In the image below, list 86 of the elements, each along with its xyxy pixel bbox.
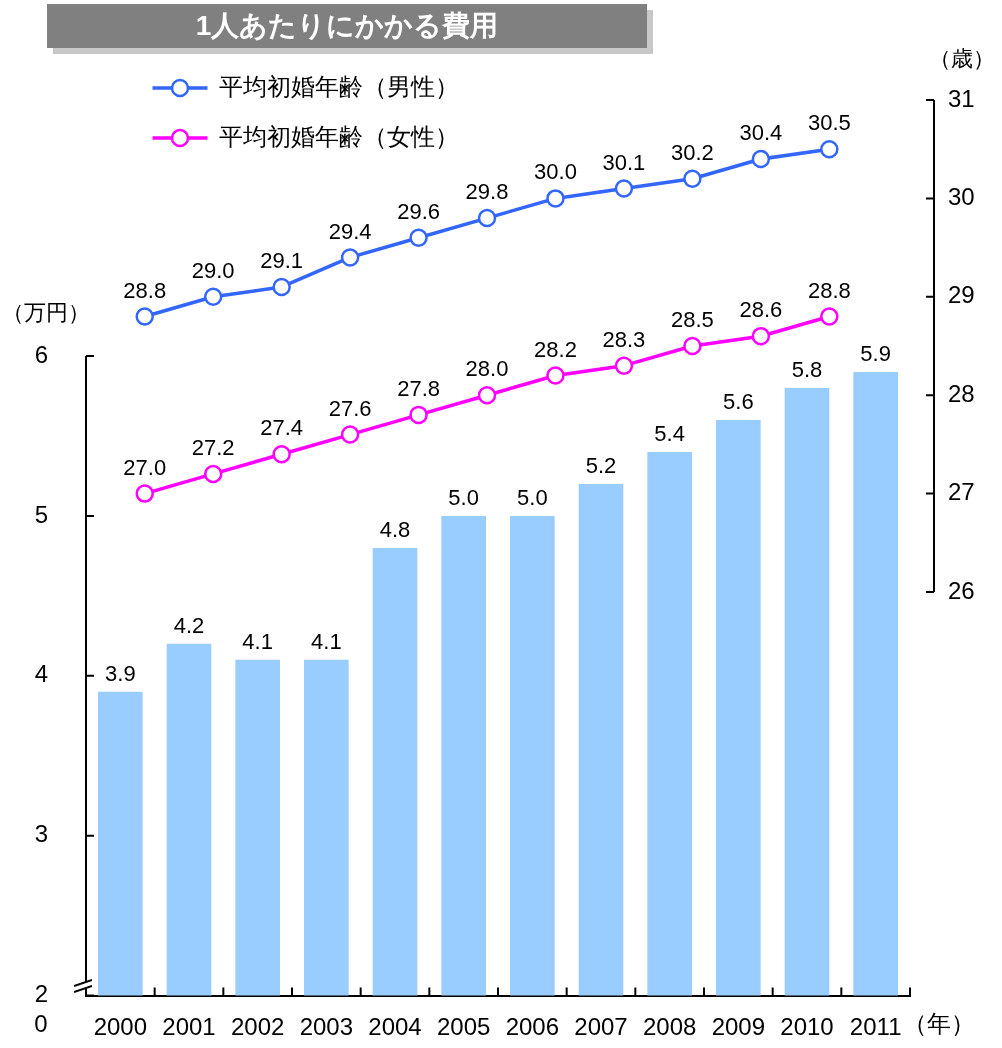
y-tick-label: 30 xyxy=(948,183,975,211)
x-tick-label: 2002 xyxy=(230,1012,285,1040)
data-label: 29.6 xyxy=(397,198,440,224)
data-label: 5.4 xyxy=(654,421,685,446)
point xyxy=(409,405,428,425)
x-tick-label: 2008 xyxy=(642,1012,697,1040)
data-label: 28.0 xyxy=(465,356,509,382)
data-label: 5.2 xyxy=(585,452,617,478)
data-label: 29.8 xyxy=(465,179,509,205)
data-label: 29.1 xyxy=(260,248,304,274)
y-tick-label: 2 xyxy=(34,980,48,1008)
point xyxy=(751,326,771,346)
data-label: 4.1 xyxy=(242,628,273,654)
x-tick-label: 2011 xyxy=(849,1012,902,1040)
data-label: 5.8 xyxy=(791,357,823,383)
y-tick-label: 31 xyxy=(948,84,975,112)
x-tick-label: 2000 xyxy=(93,1012,148,1040)
point xyxy=(477,385,497,405)
point xyxy=(272,277,291,297)
data-label: 30.0 xyxy=(534,159,577,185)
data-label: 27.6 xyxy=(328,395,372,421)
y-tick-label: 26 xyxy=(948,576,975,604)
point xyxy=(203,287,223,307)
data-label: 27.4 xyxy=(260,415,304,441)
data-label: 30.4 xyxy=(739,120,783,146)
x-tick-label: 2005 xyxy=(436,1012,491,1040)
chart-title: 1人あたりにかかる費用 xyxy=(47,4,647,48)
data-label: 30.1 xyxy=(602,149,646,175)
point xyxy=(546,366,565,385)
text: 0 xyxy=(34,1010,48,1038)
point xyxy=(409,228,428,248)
data-label: 30.5 xyxy=(807,110,851,136)
point xyxy=(135,484,154,503)
legend-label: 平均初婚年齢（女性） xyxy=(218,122,459,150)
y-tick-label: 29 xyxy=(948,281,975,309)
x-tick-label: 2004 xyxy=(368,1012,422,1040)
y-tick-label: 4 xyxy=(34,660,48,688)
legend-label: 平均初婚年齢（男性） xyxy=(218,72,459,100)
y-axis-title: （万円） xyxy=(2,300,90,326)
point xyxy=(340,425,360,444)
x-axis-title: （年） xyxy=(903,1010,976,1038)
point xyxy=(340,248,360,267)
data-label: 29.4 xyxy=(328,218,372,244)
data-label: 5.6 xyxy=(723,389,754,415)
data-label: 5.9 xyxy=(860,341,891,367)
x-tick-label: 2009 xyxy=(711,1012,766,1040)
data-label: 3.9 xyxy=(105,660,136,686)
point xyxy=(614,179,634,198)
y-tick-label: 28 xyxy=(948,379,975,407)
x-tick-label: 2006 xyxy=(505,1012,560,1040)
point xyxy=(614,356,634,375)
data-label: 28.3 xyxy=(602,326,646,352)
data-label: 27.8 xyxy=(397,375,440,401)
point xyxy=(272,444,291,464)
data-label: 28.8 xyxy=(807,277,851,303)
point xyxy=(683,169,702,188)
data-label: 28.5 xyxy=(670,307,714,333)
point xyxy=(820,139,839,159)
data-label: 4.8 xyxy=(379,516,411,542)
data-label: 29.0 xyxy=(191,257,235,283)
data-label: 5.0 xyxy=(448,484,479,510)
point xyxy=(820,307,839,326)
data-label: 27.2 xyxy=(191,434,235,460)
y-tick-label: 3 xyxy=(34,820,48,848)
data-label: 28.2 xyxy=(534,336,577,362)
data-label: 28.6 xyxy=(739,297,783,323)
x-tick-label: 2010 xyxy=(780,1012,834,1040)
data-label: 27.0 xyxy=(123,454,167,480)
y-tick-label: 5 xyxy=(34,500,48,528)
y-axis-title: （歳） xyxy=(929,46,995,72)
x-tick-label: 2007 xyxy=(574,1012,628,1040)
point xyxy=(751,149,771,169)
data-label: 28.8 xyxy=(123,277,167,303)
data-label: 4.1 xyxy=(311,628,342,654)
point xyxy=(135,307,154,326)
y-tick-label: 6 xyxy=(34,340,48,368)
x-tick-label: 2003 xyxy=(299,1012,354,1040)
data-label: 30.2 xyxy=(670,139,714,165)
point xyxy=(203,464,223,484)
point xyxy=(546,189,565,208)
point xyxy=(477,208,497,228)
point xyxy=(683,336,702,356)
y-tick-label: 27 xyxy=(948,478,975,506)
x-tick-label: 2001 xyxy=(162,1012,216,1040)
data-label: 5.0 xyxy=(517,484,548,510)
data-label: 4.2 xyxy=(173,612,205,638)
